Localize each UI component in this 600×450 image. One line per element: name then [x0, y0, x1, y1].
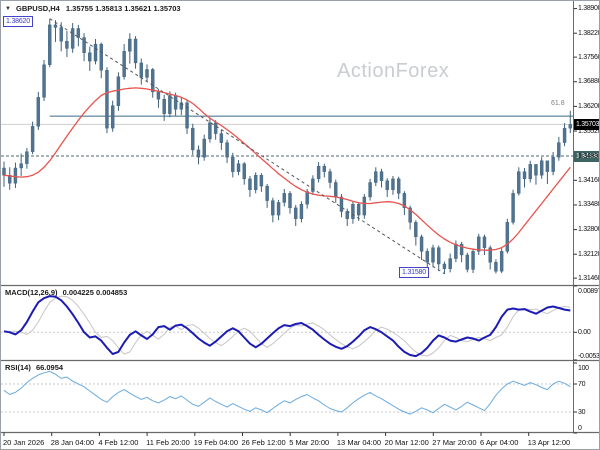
- price-axis-label: 1.36880: [578, 78, 600, 86]
- hline-price-badge: 1.34830: [574, 150, 600, 162]
- macd-axis-label: -0.005356: [578, 353, 600, 360]
- date-axis-label: 4 Feb 12:00: [98, 438, 139, 447]
- rsi-axis-label: 30: [578, 408, 586, 416]
- rsi-line: [3, 370, 571, 415]
- rsi-axis-label: 0: [578, 425, 582, 432]
- rsi-header: RSI(14) 66.0954: [5, 363, 63, 372]
- price-axis-label: 1.33480: [578, 201, 600, 209]
- fib-trendline: [49, 18, 445, 275]
- price-axis-label: 1.35520: [578, 127, 600, 135]
- price-axis-label: 1.38220: [578, 29, 600, 37]
- date-axis-label: 6 Apr 04:00: [480, 438, 519, 447]
- date-axis-label: 13 Apr 12:00: [527, 438, 571, 447]
- rsi-axis-label: 100: [578, 365, 589, 372]
- price-axis-label: 1.38900: [578, 5, 600, 13]
- rsi-axis-label: 70: [578, 380, 586, 388]
- macd-axis-label: 0.008972: [578, 288, 599, 295]
- price-axis-label: 1.32800: [578, 226, 600, 234]
- rsi-label: RSI(14): [5, 363, 31, 372]
- macd-line: [3, 295, 571, 358]
- date-axis-label: 5 Mar 20:00: [289, 438, 330, 447]
- price-axis-label: 1.31460: [578, 274, 600, 282]
- fib-618-label: 61.8: [551, 100, 565, 107]
- rsi-value: 66.0954: [35, 363, 64, 372]
- candlestick-series: [2, 18, 572, 274]
- macd-values: 0.004225 0.004853: [62, 288, 128, 297]
- ohlc-values: 1.35755 1.35813 1.35621 1.35703: [65, 4, 181, 13]
- date-axis-label: 13 Mar 04:00: [336, 438, 382, 447]
- date-axis-label: 20 Mar 12:00: [384, 438, 429, 447]
- date-axis-label: 27 Mar 20:00: [432, 438, 477, 447]
- watermark: ActionForex: [337, 60, 450, 82]
- fib-high-price-label[interactable]: 1.38620: [3, 16, 33, 27]
- macd-label: MACD(12,26,9): [5, 288, 58, 297]
- price-axis-label: 1.36200: [578, 102, 600, 110]
- symbol-dropdown-icon[interactable]: ▼: [5, 6, 11, 12]
- price-axis-label: 1.34160: [578, 176, 600, 184]
- price-axis-label: 1.32120: [578, 250, 600, 258]
- macd-header: MACD(12,26,9) 0.004225 0.004853: [5, 288, 127, 297]
- price-axis-label: 1.37560: [578, 53, 600, 61]
- macd-axis-label: 0.00: [578, 328, 591, 336]
- date-axis-label: 28 Jan 04:00: [50, 438, 95, 447]
- ma-line: [3, 87, 571, 251]
- fib-low-price-label[interactable]: 1.31580: [399, 267, 429, 278]
- date-axis-label: 19 Feb 04:00: [193, 438, 238, 447]
- date-axis-label: 11 Feb 20:00: [146, 438, 190, 447]
- current-price-badge: 1.35703: [574, 118, 600, 130]
- symbol-label: GBPUSD,H4: [16, 4, 60, 13]
- date-axis-label: 26 Feb 12:00: [241, 438, 286, 447]
- date-axis-label: 20 Jan 2026: [3, 438, 45, 447]
- price-axis-label: 1.34830: [578, 152, 600, 160]
- symbol-header: ▼ GBPUSD,H4 1.35755 1.35813 1.35621 1.35…: [5, 4, 181, 13]
